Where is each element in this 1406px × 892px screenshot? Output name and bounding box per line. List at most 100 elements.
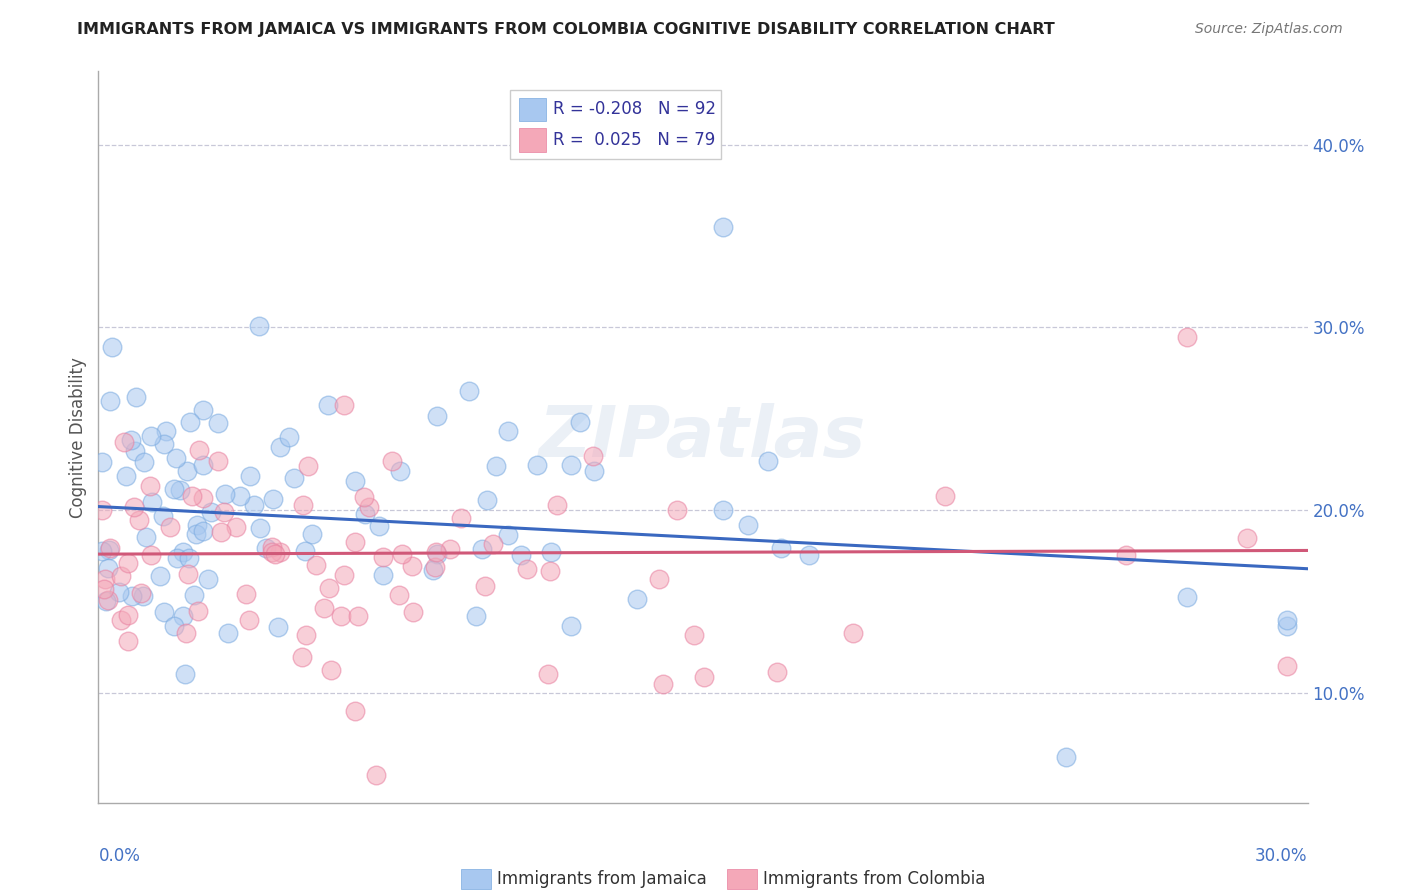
Point: [391, 547, 413, 561]
Point: [314, 600, 336, 615]
Point: [91, 543, 114, 558]
Point: [347, 608, 370, 623]
Point: [737, 517, 759, 532]
Point: [368, 518, 391, 533]
Point: [711, 219, 734, 234]
Point: [179, 415, 201, 429]
Point: [283, 471, 305, 485]
Point: [353, 508, 375, 522]
Point: [648, 572, 671, 586]
FancyBboxPatch shape: [461, 869, 492, 889]
Point: [1175, 329, 1198, 343]
Point: [357, 500, 380, 514]
Point: [693, 670, 716, 684]
Point: [177, 550, 200, 565]
Point: [266, 620, 288, 634]
FancyBboxPatch shape: [519, 98, 546, 121]
Point: [256, 541, 278, 555]
Point: [425, 545, 447, 559]
Point: [426, 548, 449, 562]
Point: [546, 499, 568, 513]
Point: [294, 544, 316, 558]
Point: [191, 402, 214, 417]
Point: [128, 513, 150, 527]
Point: [98, 393, 121, 408]
Point: [176, 626, 198, 640]
Point: [516, 562, 538, 576]
Point: [353, 490, 375, 504]
Point: [249, 521, 271, 535]
Point: [510, 548, 533, 562]
Point: [485, 458, 508, 473]
Point: [181, 489, 204, 503]
Point: [797, 549, 820, 563]
Point: [1277, 613, 1299, 627]
Point: [450, 511, 472, 525]
Point: [402, 605, 425, 619]
Point: [169, 483, 191, 497]
Point: [125, 390, 148, 404]
Point: [332, 567, 354, 582]
Point: [330, 608, 353, 623]
Point: [212, 505, 235, 519]
Point: [526, 458, 548, 472]
Point: [294, 628, 316, 642]
Point: [388, 588, 411, 602]
Point: [581, 449, 603, 463]
Point: [110, 613, 132, 627]
Point: [388, 464, 411, 478]
Point: [163, 619, 186, 633]
Point: [496, 527, 519, 541]
Text: 30.0%: 30.0%: [1256, 847, 1308, 864]
Point: [262, 491, 284, 506]
Point: [243, 498, 266, 512]
Text: Source: ZipAtlas.com: Source: ZipAtlas.com: [1195, 22, 1343, 37]
Point: [316, 398, 339, 412]
Point: [683, 628, 706, 642]
Point: [94, 572, 117, 586]
Point: [260, 540, 283, 554]
Point: [139, 548, 162, 562]
Point: [1115, 549, 1137, 563]
Point: [197, 572, 219, 586]
Point: [131, 589, 153, 603]
Point: [162, 482, 184, 496]
Point: [165, 450, 187, 465]
FancyBboxPatch shape: [509, 90, 721, 159]
Point: [149, 568, 172, 582]
Point: [173, 544, 195, 558]
Point: [560, 619, 582, 633]
Point: [568, 416, 591, 430]
Point: [129, 586, 152, 600]
Point: [582, 464, 605, 478]
Point: [155, 424, 177, 438]
Point: [344, 535, 367, 549]
Point: [186, 527, 208, 541]
Text: Immigrants from Colombia: Immigrants from Colombia: [763, 870, 986, 888]
Point: [475, 493, 498, 508]
Point: [153, 437, 176, 451]
Point: [97, 592, 120, 607]
Point: [474, 579, 496, 593]
Point: [269, 545, 291, 559]
Point: [665, 502, 688, 516]
Text: ZIPatlas: ZIPatlas: [540, 402, 866, 472]
Point: [278, 430, 301, 444]
Point: [423, 559, 446, 574]
Point: [115, 468, 138, 483]
Point: [770, 541, 793, 555]
Point: [91, 455, 114, 469]
Point: [465, 609, 488, 624]
Point: [98, 541, 121, 556]
Point: [120, 434, 142, 448]
Point: [371, 567, 394, 582]
Point: [209, 525, 232, 540]
Point: [758, 453, 780, 467]
Point: [247, 319, 270, 334]
Point: [333, 398, 356, 412]
Point: [711, 502, 734, 516]
Point: [263, 547, 285, 561]
Point: [458, 384, 481, 399]
Point: [124, 444, 146, 458]
Point: [117, 557, 139, 571]
